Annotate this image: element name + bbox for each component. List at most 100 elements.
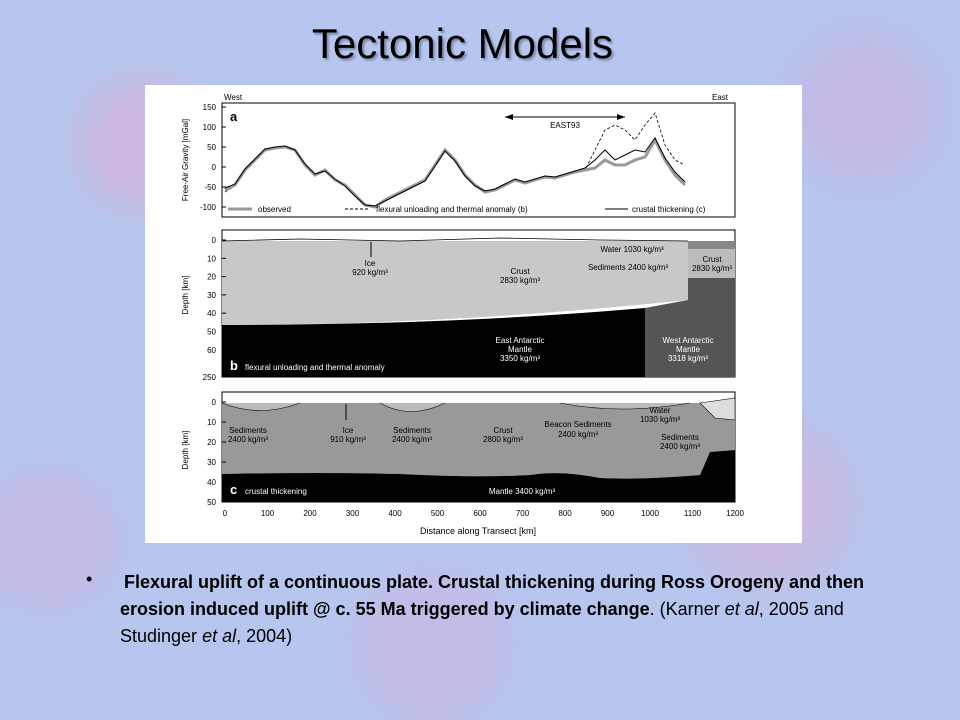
panel-label: a	[230, 109, 238, 124]
surface	[221, 237, 689, 242]
region-label: 910 kg/m³	[330, 435, 366, 444]
crust	[222, 400, 735, 479]
region-label: Ice	[365, 259, 376, 268]
x-tick-label: 100	[261, 509, 275, 518]
annotation: EAST93	[550, 121, 580, 130]
crust	[222, 241, 688, 325]
panel-caption: crustal thickening	[245, 487, 307, 496]
panel-label: c	[230, 482, 237, 497]
x-tick-label: 1100	[684, 509, 702, 518]
region-label: Sediments	[661, 433, 699, 442]
x-tick-label: 300	[346, 509, 360, 518]
x-tick-label: 400	[388, 509, 402, 518]
y-tick-label: 250	[203, 373, 217, 382]
bullet-marker: •	[86, 569, 93, 589]
x-tick-label: 500	[431, 509, 445, 518]
region-label: Mantle	[676, 345, 701, 354]
sediments	[688, 241, 735, 249]
y-axis-label: Depth [km]	[181, 276, 190, 315]
region-label: 2400 kg/m³	[392, 435, 432, 444]
x-tick-label: 600	[473, 509, 487, 518]
text-run: , 2004)	[236, 626, 293, 646]
mantle	[222, 450, 735, 502]
region-label: 2800 kg/m³	[483, 435, 523, 444]
y-tick-label: 10	[207, 254, 216, 263]
slide-title: Tectonic Models	[311, 20, 614, 67]
sediment-basins	[221, 402, 691, 412]
region-label: Sediments	[393, 426, 431, 435]
region-label: Crust	[510, 267, 530, 276]
mantle-east	[222, 308, 645, 377]
text-run: Flexural uplift of a continuous plate. C…	[120, 572, 865, 619]
east-label: East	[712, 93, 729, 102]
y-tick-label: 60	[207, 346, 216, 355]
legend-item: observed	[258, 205, 291, 214]
figure: West East a Free-Air Gravity [mGal] EAST…	[145, 85, 802, 543]
region-label: 2400 kg/m³	[558, 430, 598, 439]
west-label: West	[224, 93, 243, 102]
curve-thickening	[224, 137, 686, 207]
y-axis-label: Free-Air Gravity [mGal]	[181, 119, 190, 201]
y-tick-label: 50	[207, 143, 216, 152]
y-tick-label: 40	[207, 309, 216, 318]
region-label: 2400 kg/m³	[660, 442, 700, 451]
region-label: Sediments	[229, 426, 267, 435]
text-run: . (Karner	[649, 599, 725, 619]
region-label: Beacon Sediments	[544, 420, 611, 429]
axis-ticks: 150100500-50-100010203040506001020304050…	[200, 103, 744, 518]
y-tick-label: -50	[204, 183, 216, 192]
mantle-west	[645, 278, 735, 377]
x-tick-label: 800	[558, 509, 572, 518]
y-tick-label: 100	[203, 123, 217, 132]
x-tick-label: 900	[601, 509, 615, 518]
text-run: , 2005 and Studinger	[120, 599, 844, 646]
crust-west	[688, 249, 735, 278]
x-tick-label: 700	[516, 509, 530, 518]
x-tick-label: 0	[223, 509, 228, 518]
x-axis-label: Distance along Transect [km]	[420, 526, 536, 536]
y-tick-label: 40	[207, 478, 216, 487]
panel-caption: flexural unloading and thermal anomaly	[245, 363, 385, 372]
region-label: Water	[649, 406, 670, 415]
x-tick-label: 1200	[726, 509, 744, 518]
panel-a-frame	[221, 102, 736, 218]
y-tick-label: 150	[203, 103, 217, 112]
region-label: East Antarctic	[496, 336, 545, 345]
region-label: 2830 kg/m³	[500, 276, 540, 285]
y-tick-label: 20	[207, 273, 216, 282]
y-tick-label: -100	[200, 203, 217, 212]
region-label: 920 kg/m³	[352, 268, 388, 277]
region-label: 3350 kg/m³	[500, 354, 540, 363]
text-run: et al	[202, 626, 237, 646]
region-label: 1030 kg/m³	[640, 415, 680, 424]
region-label: 2830 kg/m³	[692, 264, 732, 273]
panel-label: b	[230, 358, 238, 373]
region-label: Water 1030 kg/m³	[600, 245, 664, 254]
y-tick-label: 20	[207, 438, 216, 447]
y-tick-label: 0	[212, 398, 217, 407]
legend-item: crustal thickening (c)	[632, 205, 706, 214]
region-label: West Antarctic	[663, 336, 714, 345]
x-tick-label: 1000	[641, 509, 659, 518]
bullet-text: Flexural uplift of a continuous plate. C…	[120, 569, 920, 650]
y-tick-label: 10	[207, 418, 216, 427]
region-label: Mantle	[508, 345, 533, 354]
y-tick-label: 50	[207, 328, 216, 337]
region-label: 2400 kg/m³	[228, 435, 268, 444]
legend-item: flexural unloading and thermal anomaly (…	[376, 205, 528, 214]
region-label: Ice	[343, 426, 354, 435]
y-tick-label: 50	[207, 498, 216, 507]
y-tick-label: 30	[207, 291, 216, 300]
y-tick-label: 30	[207, 458, 216, 467]
y-axis-label: Depth [km]	[181, 431, 190, 470]
sediments-west	[699, 397, 736, 421]
x-tick-label: 200	[303, 509, 317, 518]
y-tick-label: 0	[212, 163, 217, 172]
region-label: Sediments 2400 kg/m³	[588, 263, 668, 272]
region-label: Crust	[493, 426, 513, 435]
y-tick-label: 0	[212, 236, 217, 245]
region-label: Crust	[702, 255, 722, 264]
text-run: et al	[724, 599, 759, 619]
region-label: 3318 kg/m³	[668, 354, 708, 363]
